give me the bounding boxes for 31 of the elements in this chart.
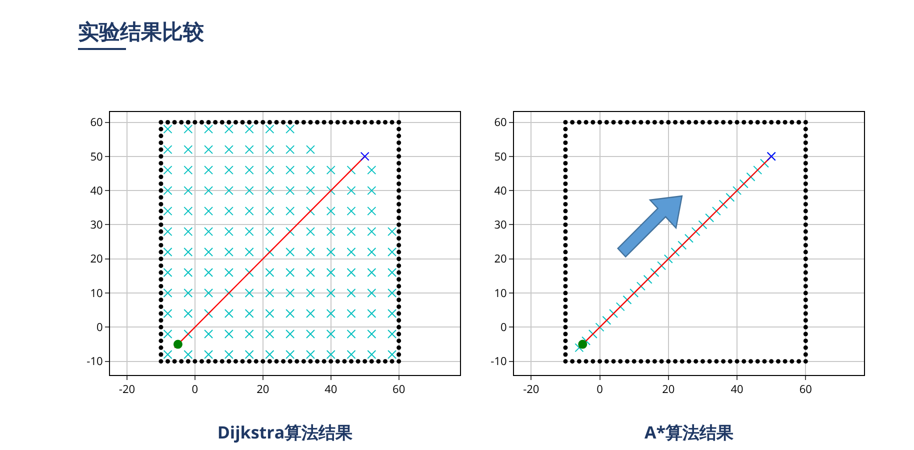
x-tick-label: 60 <box>392 382 406 398</box>
x-tick-label: -20 <box>523 382 540 398</box>
x-tick-label: 0 <box>192 382 198 398</box>
y-tick-label: 50 <box>494 149 507 164</box>
chart-title: 实验结果比较 <box>78 19 204 46</box>
y-tick-label: 10 <box>494 286 507 301</box>
x-tick-label: -20 <box>118 382 136 398</box>
y-tick-label: 20 <box>90 252 103 267</box>
y-tick-label: 60 <box>494 115 507 130</box>
x-tick-label: 0 <box>596 382 603 398</box>
x-axis-title: A*算法结果 <box>644 420 734 444</box>
y-tick-label: 0 <box>500 320 507 336</box>
y-tick-label: 0 <box>96 320 103 336</box>
x-tick-label: 20 <box>662 382 675 398</box>
point <box>578 340 588 349</box>
y-tick-label: 20 <box>494 252 507 267</box>
x-tick-label: 40 <box>324 382 338 398</box>
y-tick-label: 40 <box>494 183 507 198</box>
y-tick-label: 30 <box>494 218 507 233</box>
x-tick-label: 20 <box>256 382 270 398</box>
point <box>574 343 584 352</box>
y-tick-label: -10 <box>86 354 103 370</box>
y-tick-label: 30 <box>90 218 103 233</box>
y-tick-label: 60 <box>90 115 103 130</box>
x-axis-title: Dijkstra算法结果 <box>217 420 354 444</box>
y-tick-label: 50 <box>90 149 103 164</box>
y-tick-label: -10 <box>490 354 507 370</box>
y-tick-label: 10 <box>90 286 103 301</box>
y-tick-label: 40 <box>90 183 103 198</box>
x-tick-label: 60 <box>799 382 812 398</box>
x-tick-label: 40 <box>730 382 744 398</box>
